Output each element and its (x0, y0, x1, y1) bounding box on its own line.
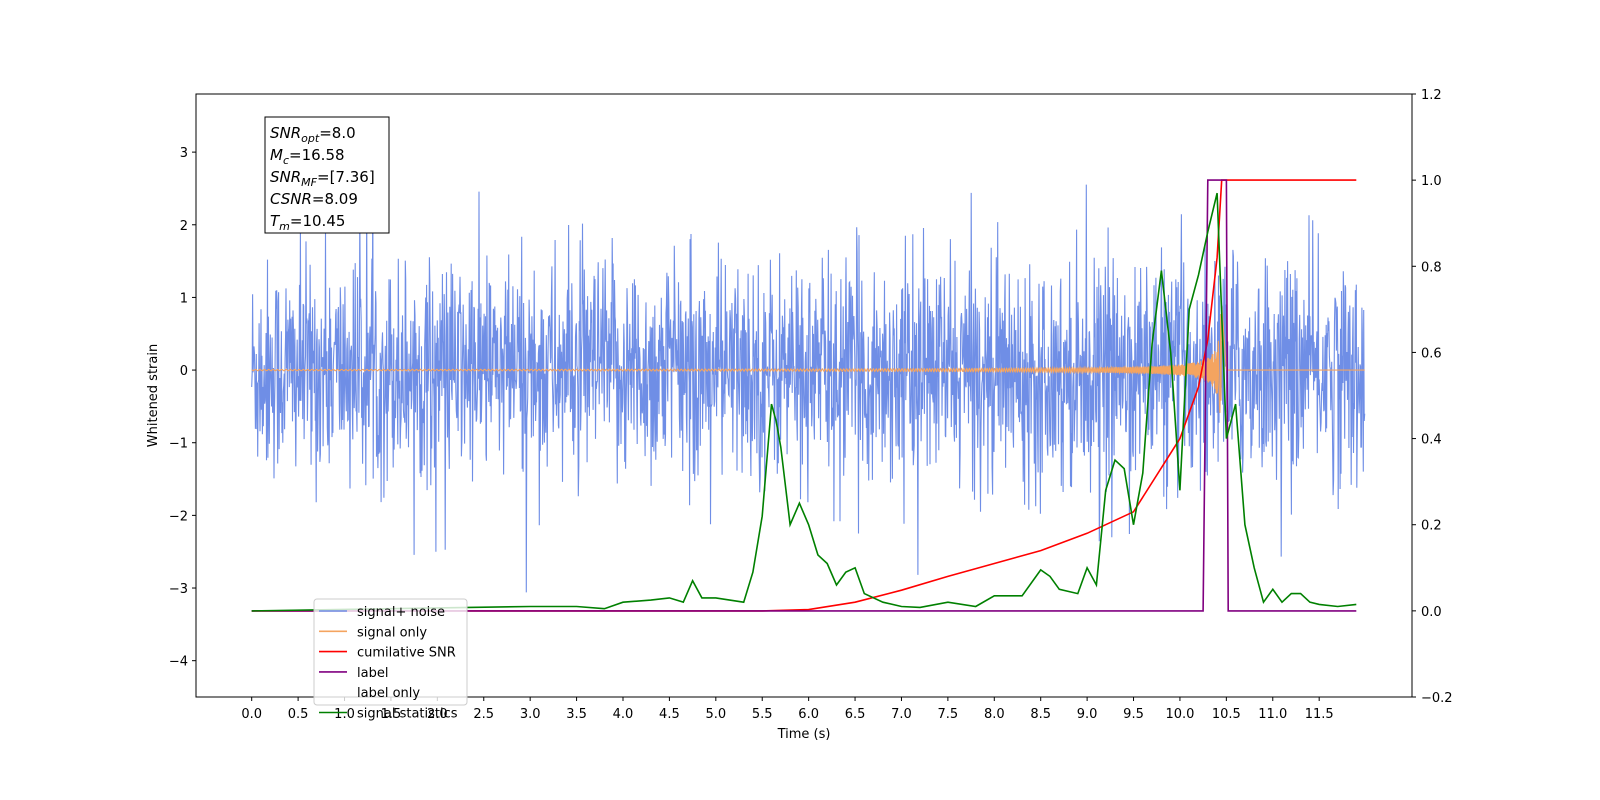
x-tick-label: 1.0 (334, 707, 355, 722)
x-tick-label: 6.0 (798, 707, 819, 722)
x-tick-label: 0.5 (288, 707, 309, 722)
x-tick-label: 3.5 (566, 707, 587, 722)
info-box-frame (264, 116, 390, 234)
y2-tick-label: 0.4 (1421, 433, 1442, 448)
y2-tick-label: 0.2 (1421, 519, 1442, 534)
x-tick-label: 7.5 (938, 707, 959, 722)
x-tick-label: 4.5 (659, 707, 680, 722)
legend-label: label (357, 666, 388, 681)
x-tick-label: 6.5 (845, 707, 866, 722)
x-axis-title: Time (s) (777, 727, 831, 742)
signal-noise-line (251, 162, 1366, 593)
x-tick-label: 7.0 (891, 707, 912, 722)
series-signal-statistics-line (251, 192, 1357, 612)
legend-label: cumilative SNR (357, 646, 456, 661)
x-tick-label: 9.0 (1077, 707, 1098, 722)
plot-frame (195, 93, 1413, 698)
legend-label: signal+ noise (357, 605, 445, 620)
legend: signal+ noise signal only cumilative SNR la… (313, 598, 468, 722)
x-axis: 0.0 0.5 1.0 1.5 2.0 2.5 3.0 3.5 4.0 4.5 5.0 5.5 6.0 6… (241, 697, 1334, 722)
x-tick-label: 11.5 (1305, 707, 1334, 722)
y2-tick-label: 1.2 (1421, 88, 1442, 103)
y-tick-label: 2 (180, 219, 188, 234)
y-axis-title: Whitened strain (146, 344, 161, 447)
x-tick-label: 9.5 (1123, 707, 1144, 722)
y-axis-left: −4 −3 −2 −1 0 1 2 3 (169, 146, 196, 670)
x-tick-label: 3.0 (520, 707, 541, 722)
y-tick-label: 3 (180, 146, 188, 161)
legend-label: signal only (357, 625, 427, 640)
y2-tick-label: 0.6 (1421, 346, 1442, 361)
y-tick-label: −3 (169, 582, 188, 597)
x-tick-label: 5.0 (705, 707, 726, 722)
y-axis-right: −0.2 0.0 0.2 0.4 0.6 0.8 1.0 1.2 (1412, 88, 1453, 706)
x-tick-label: 8.5 (1030, 707, 1051, 722)
x-tick-label: 0.0 (241, 707, 262, 722)
y-tick-label: −1 (169, 437, 188, 452)
x-tick-label: 2.5 (473, 707, 494, 722)
x-tick-label: 10.5 (1212, 707, 1241, 722)
info-line: SNRMF=[7.36] (270, 168, 375, 189)
x-tick-label: 5.5 (752, 707, 773, 722)
x-tick-label: 1.5 (381, 707, 402, 722)
x-tick-label: 4.0 (613, 707, 634, 722)
y-tick-label: 0 (180, 364, 188, 379)
x-tick-label: 8.0 (984, 707, 1005, 722)
y2-tick-label: −0.2 (1421, 691, 1453, 706)
right-axis-series (251, 179, 1357, 612)
y2-tick-label: 0.0 (1421, 605, 1442, 620)
series-signal-only (251, 305, 1365, 413)
x-tick-label: 10.0 (1165, 707, 1194, 722)
x-tick-label: 11.0 (1258, 707, 1287, 722)
series-label-line (251, 179, 1357, 612)
y2-tick-label: 1.0 (1421, 174, 1442, 189)
x-tick-label: 2.0 (427, 707, 448, 722)
info-line: Mc=16.58 (270, 146, 345, 167)
info-line: Tm=10.45 (270, 212, 345, 233)
legend-label: label only (357, 686, 420, 701)
legend-label: signal statistics (357, 707, 458, 722)
y-tick-label: −2 (169, 509, 188, 524)
y-tick-label: 1 (180, 291, 188, 306)
legend-frame (313, 598, 468, 706)
y-tick-label: −4 (169, 655, 188, 670)
info-line: CSNR=8.09 (270, 190, 358, 208)
signal-only-line (251, 305, 1365, 413)
y2-tick-label: 0.8 (1421, 260, 1442, 275)
info-line: SNRopt=8.0 (270, 124, 356, 145)
series-signal-noise (251, 162, 1366, 593)
